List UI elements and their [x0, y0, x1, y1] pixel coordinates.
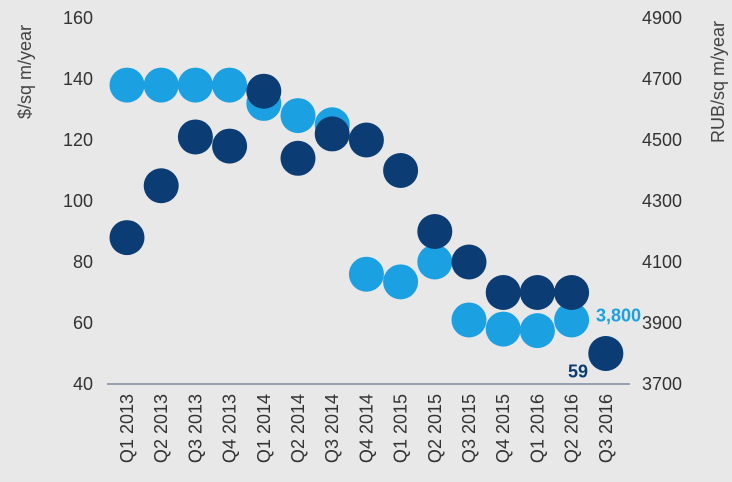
series-1-point	[451, 302, 487, 338]
x-tick-label: Q3 2013	[185, 394, 205, 463]
x-tick-label: Q4 2013	[220, 394, 240, 463]
series-2-point	[383, 153, 419, 188]
series-1-point	[417, 244, 453, 280]
x-tick-label: Q2 2014	[288, 394, 308, 463]
y-left-tick-label: 160	[63, 8, 93, 28]
series-1-point	[177, 67, 213, 103]
y-left-tick-label: 100	[63, 191, 93, 211]
series-2-point	[314, 116, 350, 152]
series-2-point	[143, 168, 179, 204]
y-left-axis-title: $/sq m/year	[15, 25, 35, 119]
y-right-tick-label: 3900	[642, 313, 682, 333]
data-label: 3,800	[596, 306, 641, 326]
series-2-point	[554, 275, 590, 310]
x-tick-label: Q4 2014	[356, 394, 376, 463]
y-right-tick-label: 4700	[642, 69, 682, 89]
y-left-tick-label: 80	[73, 252, 93, 272]
axes-layer: 40 60 80 100 120 140 160 3700 3900 4100 4300 4500 47…	[15, 8, 728, 463]
series-1-point	[383, 264, 419, 300]
y-right-axis-title: RUB/sq m/year	[708, 21, 728, 143]
y-left-tick-label: 120	[63, 130, 93, 150]
x-tick-label: Q3 2014	[322, 394, 342, 463]
y-left-tick-label: 40	[73, 374, 93, 394]
x-tick-label: Q2 2013	[151, 394, 171, 463]
series-2-point	[348, 122, 384, 158]
x-tick-label: Q3 2015	[459, 394, 479, 463]
y-left-tick-label: 140	[63, 69, 93, 89]
y-left-tick-label: 60	[73, 313, 93, 333]
y-right-tick-label: 4900	[642, 8, 682, 28]
series-2-point	[588, 336, 624, 371]
series-1-point	[212, 67, 248, 103]
y-right-tick-label: 3700	[642, 374, 682, 394]
x-tick-label: Q3 2016	[596, 394, 616, 463]
x-tick-label: Q2 2016	[562, 394, 582, 463]
y-right-tick-label: 4100	[642, 252, 682, 272]
series-2-point	[280, 140, 316, 176]
x-tick-label: Q2 2015	[425, 394, 445, 463]
series-1-point	[554, 302, 590, 338]
data-label: 59	[568, 362, 588, 382]
series-2-point	[246, 73, 282, 109]
series-2-point	[109, 220, 145, 256]
series-2-point	[519, 275, 555, 310]
series-2-point	[212, 128, 248, 164]
series-2-point	[485, 275, 521, 310]
labels-layer: 3,800 59	[568, 306, 641, 382]
series-1-point	[280, 98, 316, 134]
x-tick-label: Q4 2015	[493, 394, 513, 463]
x-tick-label: Q1 2015	[391, 394, 411, 463]
series-1-point	[519, 313, 555, 349]
x-tick-label: Q1 2016	[527, 394, 547, 463]
x-tick-label: Q1 2014	[254, 394, 274, 463]
series-2-point	[451, 244, 487, 280]
series-2-point	[417, 214, 453, 249]
marks-layer	[109, 67, 624, 371]
y-right-tick-label: 4500	[642, 130, 682, 150]
y-right-tick-label: 4300	[642, 191, 682, 211]
series-1-point	[143, 67, 179, 103]
series-1-point	[109, 67, 145, 103]
series-1-point	[485, 311, 521, 347]
series-2-point	[177, 119, 213, 155]
x-tick-label: Q1 2013	[117, 394, 137, 463]
series-1-point	[348, 256, 384, 292]
